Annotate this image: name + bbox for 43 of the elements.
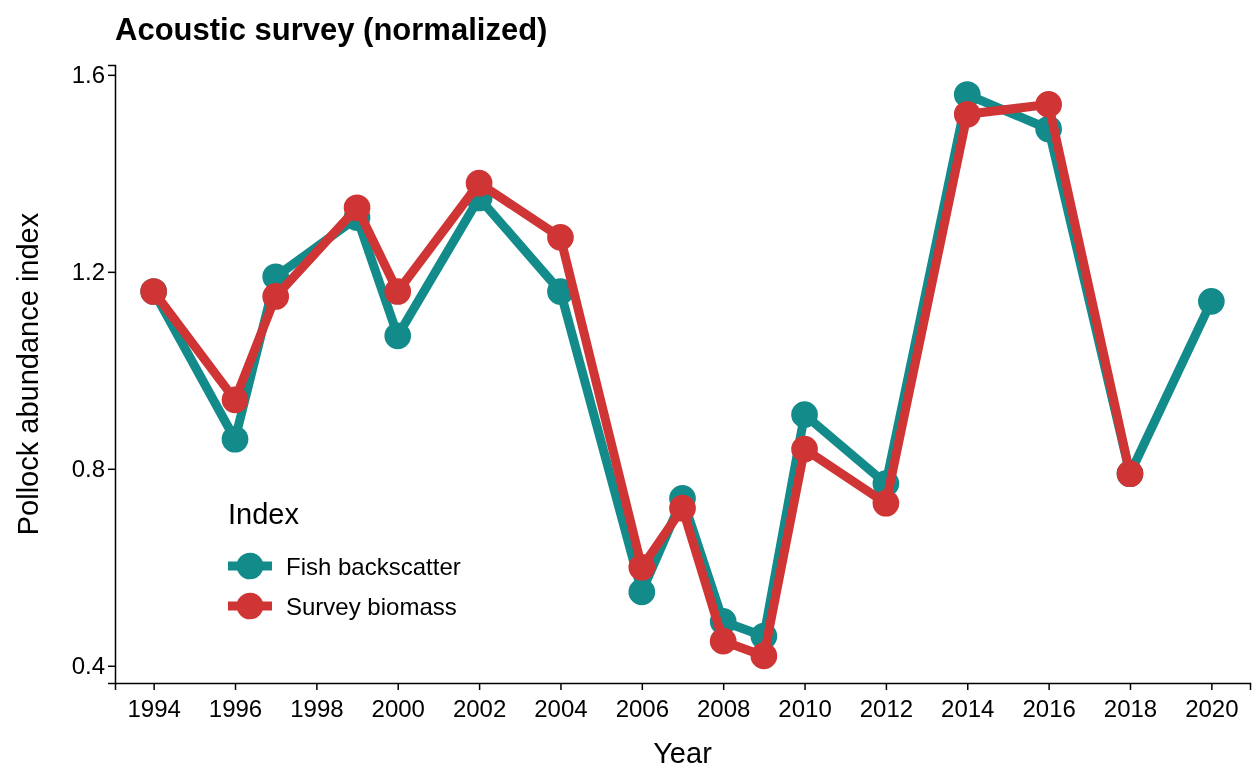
point [628,553,656,581]
point [791,401,818,428]
y-axis-title: Pollock abundance index [12,212,44,536]
y-tick-label: 0.8 [71,454,105,482]
point [343,194,371,222]
point [791,435,818,463]
point [262,283,290,310]
point [221,425,249,453]
y-tick-label: 1.6 [71,61,105,89]
y-tick-label: 0.4 [71,651,105,679]
x-tick-label: 1994 [127,695,181,722]
point [953,100,981,128]
x-tick-label: 2020 [1185,695,1239,722]
x-axis-title: Year [653,737,713,769]
x-tick-label: 2014 [941,695,995,722]
point [465,169,493,197]
x-tick-label: 2016 [1022,695,1076,722]
x-tick-label: 1998 [290,695,344,722]
x-tick-label: 2010 [778,695,832,722]
legend-label: Fish backscatter [286,553,461,580]
chart-title: Acoustic survey (normalized) [115,12,548,47]
point [1035,91,1062,118]
point [709,627,737,655]
point [384,322,412,350]
x-tick-label: 2000 [371,695,425,722]
point [384,278,412,305]
x-tick-label: 2002 [452,695,507,722]
x-tick-label: 2018 [1103,695,1158,722]
point [221,386,249,414]
point [628,578,656,606]
point [750,642,778,670]
point [547,224,574,251]
y-tick-label: 1.2 [71,258,105,285]
x-tick-label: 2006 [615,695,670,722]
point [669,494,696,522]
legend-title: Index [228,498,300,530]
point [1198,288,1225,315]
x-tick-label: 2004 [534,695,588,722]
x-tick-label: 2008 [696,695,751,722]
x-tick-label: 1996 [208,695,263,722]
point [872,489,900,517]
x-tick-label: 2012 [859,695,914,722]
legend-label: Survey biomass [286,593,457,620]
